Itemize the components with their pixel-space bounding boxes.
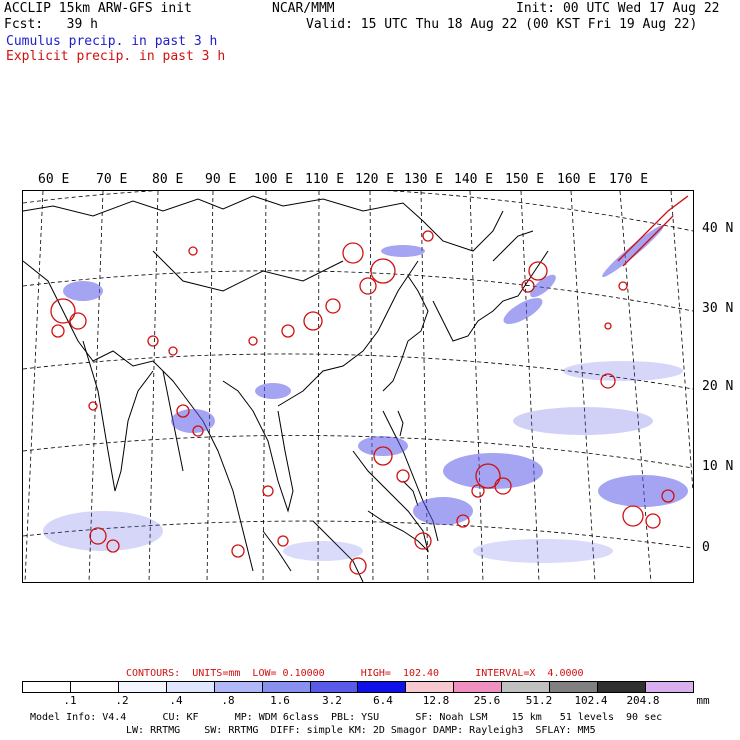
valid-time: Valid: 15 UTC Thu 18 Aug 22 (00 KST Fri … <box>306 17 698 32</box>
lat-label: 20 N <box>702 379 734 394</box>
contours-info: CONTOURS: UNITS=mm LOW= 0.10000 HIGH= 10… <box>126 668 584 679</box>
lat-label: 10 N <box>702 459 734 474</box>
colorbar-tick: 102.4 <box>574 694 608 707</box>
colorbar-tick: 51.2 <box>525 694 553 707</box>
model-info: Model Info: V4.4 CU: KF MP: WDM 6class P… <box>30 712 663 723</box>
forecast-hour: Fcst: 39 h <box>4 17 98 32</box>
colorbar-swatch <box>598 682 646 692</box>
colorbar-tick: 6.4 <box>373 694 393 707</box>
explicit-legend: Explicit precip. in past 3 h <box>6 49 226 64</box>
precip-colorbar <box>22 681 694 693</box>
colorbar-swatch <box>262 682 311 692</box>
colorbar-tick: .2 <box>115 694 129 707</box>
lon-label: 100 E <box>254 172 294 187</box>
lon-label: 130 E <box>404 172 444 187</box>
lat-label: 30 N <box>702 301 734 316</box>
lon-label: 120 E <box>355 172 395 187</box>
colorbar-swatch <box>23 682 71 692</box>
lat-label: 40 N <box>702 221 734 236</box>
colorbar-swatch <box>214 682 263 692</box>
colorbar-tick: 204.8 <box>626 694 660 707</box>
colorbar-tick: .4 <box>169 694 183 707</box>
lon-label: 140 E <box>454 172 494 187</box>
colorbar-swatch <box>502 682 551 692</box>
colorbar-swatch <box>118 682 167 692</box>
cumulus-legend: Cumulus precip. in past 3 h <box>6 34 218 49</box>
colorbar-tick: .1 <box>63 694 77 707</box>
lon-label: 160 E <box>557 172 597 187</box>
cumulus-precip <box>43 225 688 563</box>
colorbar-tick: 3.2 <box>322 694 342 707</box>
init-time: Init: 00 UTC Wed 17 Aug 22 <box>516 1 720 16</box>
colorbar-swatch <box>166 682 215 692</box>
colorbar-swatch <box>454 682 503 692</box>
lon-label: 150 E <box>505 172 545 187</box>
model-title: ACCLIP 15km ARW-GFS init <box>4 1 192 16</box>
lon-label: 170 E <box>609 172 649 187</box>
colorbar-tick: 1.6 <box>270 694 290 707</box>
institution-label: NCAR/MMM <box>272 1 335 16</box>
lon-label: 90 E <box>205 172 237 187</box>
lon-label: 70 E <box>96 172 128 187</box>
colorbar-tick: 12.8 <box>422 694 450 707</box>
colorbar-swatch <box>70 682 119 692</box>
colorbar-tick: .8 <box>221 694 235 707</box>
lon-label: 80 E <box>152 172 184 187</box>
physics-info: LW: RRTMG SW: RRTMG DIFF: simple KM: 2D … <box>126 725 596 736</box>
lat-label: 0 <box>702 540 710 555</box>
map-canvas <box>23 191 693 582</box>
colorbar-swatch <box>406 682 455 692</box>
precip-map <box>22 190 694 583</box>
colorbar-unit: mm <box>696 694 710 707</box>
explicit-precip <box>50 195 689 575</box>
colorbar-swatch <box>310 682 359 692</box>
colorbar-tick: 25.6 <box>473 694 501 707</box>
lon-label: 110 E <box>305 172 345 187</box>
colorbar-swatch <box>645 682 693 692</box>
colorbar-swatch <box>550 682 599 692</box>
colorbar-swatch <box>358 682 407 692</box>
graticule <box>23 191 693 582</box>
lon-label: 60 E <box>38 172 70 187</box>
